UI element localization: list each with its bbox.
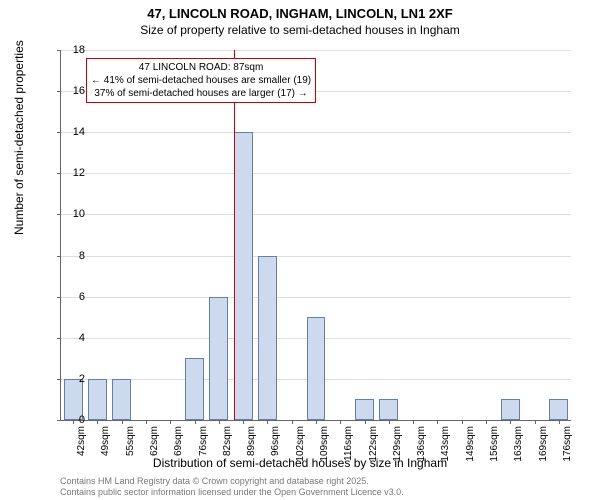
x-tick [170, 420, 171, 424]
annotation-line: 37% of semi-detached houses are larger (… [91, 87, 311, 100]
x-tick-label: 82sqm [222, 426, 233, 456]
y-tick-label: 14 [65, 126, 85, 138]
plot-area [60, 50, 571, 421]
y-tick-label: 18 [65, 44, 85, 56]
bar [234, 132, 253, 420]
bar [258, 256, 277, 420]
x-tick-label: 55sqm [125, 426, 136, 456]
chart-subtitle: Size of property relative to semi-detach… [0, 23, 600, 39]
x-tick [219, 420, 220, 424]
x-tick-label: 143sqm [440, 426, 451, 462]
y-tick [57, 297, 61, 298]
footer-line: Contains public sector information licen… [60, 487, 404, 498]
x-tick-label: 122sqm [368, 426, 379, 462]
x-tick-label: 176sqm [562, 426, 573, 462]
x-tick-label: 96sqm [270, 426, 281, 456]
chart-container: 47, LINCOLN ROAD, INGHAM, LINCOLN, LN1 2… [0, 0, 600, 500]
gridline [61, 297, 571, 298]
bar [549, 399, 568, 420]
x-tick [510, 420, 511, 424]
bar [501, 399, 520, 420]
x-tick-label: 163sqm [513, 426, 524, 462]
x-tick [267, 420, 268, 424]
y-tick [57, 338, 61, 339]
gridline [61, 256, 571, 257]
x-tick [365, 420, 366, 424]
x-tick [97, 420, 98, 424]
y-tick [57, 214, 61, 215]
x-tick [486, 420, 487, 424]
x-tick-label: 62sqm [149, 426, 160, 456]
bar [112, 379, 131, 420]
x-tick [292, 420, 293, 424]
gridline [61, 50, 571, 51]
y-tick [57, 132, 61, 133]
x-tick-label: 102sqm [295, 426, 306, 462]
bar [185, 358, 204, 420]
y-tick-label: 2 [65, 373, 85, 385]
bar [88, 379, 107, 420]
x-tick [389, 420, 390, 424]
x-tick [437, 420, 438, 424]
y-tick-label: 16 [65, 85, 85, 97]
annotation-box: 47 LINCOLN ROAD: 87sqm← 41% of semi-deta… [86, 58, 316, 103]
y-tick [57, 173, 61, 174]
y-tick [57, 379, 61, 380]
y-tick-label: 6 [65, 291, 85, 303]
x-tick [316, 420, 317, 424]
gridline [61, 214, 571, 215]
y-tick-label: 12 [65, 167, 85, 179]
y-tick-label: 4 [65, 332, 85, 344]
x-tick-label: 149sqm [465, 426, 476, 462]
y-tick-label: 0 [65, 414, 85, 426]
x-tick [340, 420, 341, 424]
annotation-line: ← 41% of semi-detached houses are smalle… [91, 74, 311, 87]
y-tick [57, 91, 61, 92]
bar [209, 297, 228, 420]
y-axis-label: Number of semi-detached properties [12, 40, 26, 235]
annotation-line: 47 LINCOLN ROAD: 87sqm [91, 61, 311, 74]
x-tick-label: 69sqm [173, 426, 184, 456]
x-tick-label: 109sqm [319, 426, 330, 462]
x-tick [462, 420, 463, 424]
bar [307, 317, 326, 420]
footer-attribution: Contains HM Land Registry data © Crown c… [60, 476, 404, 498]
gridline [61, 132, 571, 133]
x-tick-label: 89sqm [246, 426, 257, 456]
y-tick [57, 420, 61, 421]
x-tick-label: 136sqm [416, 426, 427, 462]
bar [355, 399, 374, 420]
y-tick [57, 50, 61, 51]
x-tick-label: 42sqm [76, 426, 87, 456]
reference-line [234, 50, 235, 420]
x-tick [559, 420, 560, 424]
x-tick [122, 420, 123, 424]
x-tick-label: 116sqm [343, 426, 354, 461]
y-tick [57, 256, 61, 257]
x-tick [413, 420, 414, 424]
x-tick-label: 49sqm [100, 426, 111, 456]
x-tick-label: 129sqm [392, 426, 403, 462]
x-tick [243, 420, 244, 424]
footer-line: Contains HM Land Registry data © Crown c… [60, 476, 404, 487]
y-tick-label: 8 [65, 250, 85, 262]
gridline [61, 173, 571, 174]
x-tick [195, 420, 196, 424]
x-tick-label: 169sqm [538, 426, 549, 462]
chart-title: 47, LINCOLN ROAD, INGHAM, LINCOLN, LN1 2… [0, 0, 600, 23]
x-tick-label: 156sqm [489, 426, 500, 462]
x-tick [535, 420, 536, 424]
bar [379, 399, 398, 420]
x-tick [146, 420, 147, 424]
y-tick-label: 10 [65, 208, 85, 220]
x-tick-label: 76sqm [198, 426, 209, 456]
